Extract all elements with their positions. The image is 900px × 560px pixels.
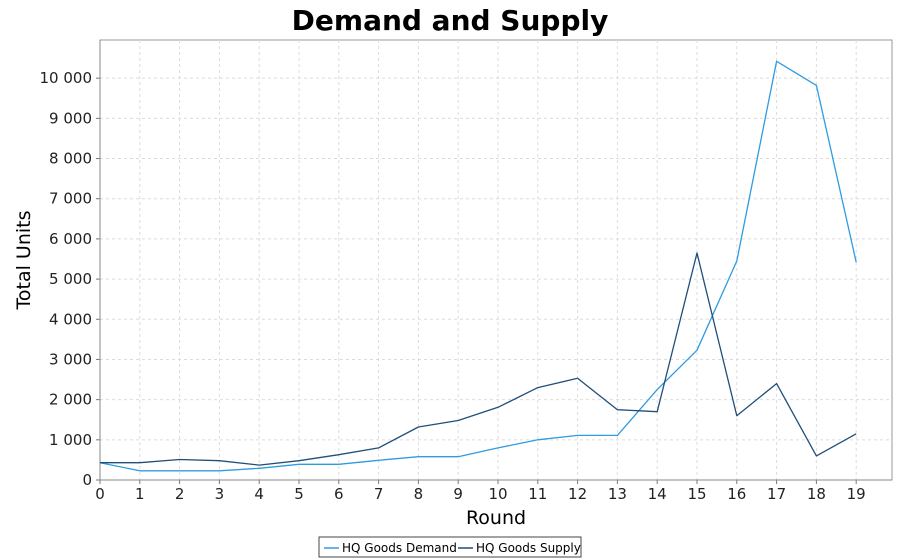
y-tick-label: 1 000 xyxy=(49,431,92,449)
series-line-supply xyxy=(100,252,857,466)
x-tick-label: 19 xyxy=(847,485,866,503)
legend-box xyxy=(318,536,582,558)
y-tick-label: 7 000 xyxy=(49,190,92,208)
legend-label: HQ Goods Supply xyxy=(476,541,581,555)
y-tick-label: 5 000 xyxy=(49,270,92,288)
x-tick-label: 6 xyxy=(334,485,344,503)
x-tick-label: 11 xyxy=(528,485,547,503)
grid xyxy=(100,40,892,480)
series-line-demand xyxy=(99,60,857,472)
y-tick-label: 8 000 xyxy=(49,150,92,168)
chart-title: Demand and Supply xyxy=(292,4,609,37)
x-tick-label: 17 xyxy=(767,485,786,503)
x-tick-label: 15 xyxy=(687,485,706,503)
x-tick-label: 10 xyxy=(488,485,507,503)
x-tick-label: 0 xyxy=(95,485,105,503)
x-tick-label: 7 xyxy=(374,485,384,503)
legend: HQ Goods Demand HQ Goods Supply xyxy=(318,536,582,558)
x-tick-label: 5 xyxy=(294,485,304,503)
x-axis-label: Round xyxy=(466,507,526,529)
y-tick-label: 4 000 xyxy=(49,310,92,328)
x-tick-label: 18 xyxy=(807,485,826,503)
y-tick-label: 9 000 xyxy=(49,109,92,127)
legend-label: HQ Goods Demand xyxy=(342,541,457,555)
y-tick-label: 2 000 xyxy=(49,391,92,409)
x-tick-label: 2 xyxy=(175,485,185,503)
y-tick-label: 10 000 xyxy=(40,69,93,87)
x-tick-label: 9 xyxy=(453,485,463,503)
x-tick-label: 1 xyxy=(135,485,145,503)
x-tick-label: 8 xyxy=(414,485,424,503)
y-tick-label: 0 xyxy=(82,471,92,489)
series-group xyxy=(99,60,857,472)
y-axis-label: Total Units xyxy=(13,211,35,311)
x-tick-label: 13 xyxy=(608,485,627,503)
x-tick-label: 3 xyxy=(215,485,225,503)
y-tick-label: 6 000 xyxy=(49,230,92,248)
x-tick-label: 14 xyxy=(648,485,667,503)
x-tick-label: 12 xyxy=(568,485,587,503)
y-tick-label: 3 000 xyxy=(49,350,92,368)
x-tick-label: 4 xyxy=(254,485,264,503)
x-tick-label: 16 xyxy=(727,485,746,503)
axes: 0 1 000 2 000 3 000 4 000 5 000 6 000 7 000 8 00… xyxy=(40,40,892,503)
plot-area xyxy=(99,39,893,481)
